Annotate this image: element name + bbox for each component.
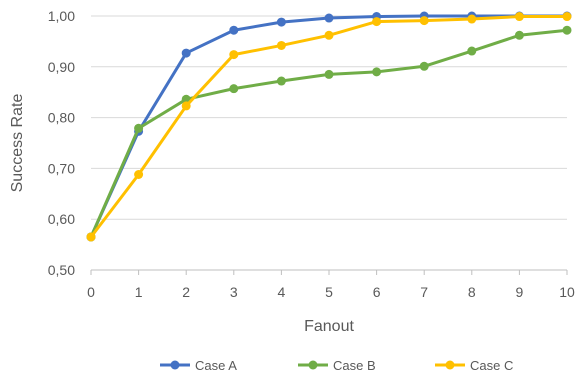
x-tick-label: 5 bbox=[325, 284, 333, 300]
legend: Case A Case B Case C bbox=[160, 358, 513, 373]
data-point bbox=[372, 17, 382, 27]
y-axis-title: Success Rate bbox=[9, 94, 26, 193]
y-tick-label: 0,70 bbox=[48, 160, 75, 176]
x-tick-label: 7 bbox=[420, 284, 428, 300]
data-point bbox=[229, 50, 239, 60]
x-tick-label: 9 bbox=[516, 284, 524, 300]
data-point bbox=[276, 76, 286, 86]
x-tick-label: 4 bbox=[278, 284, 286, 300]
data-point bbox=[324, 30, 334, 40]
x-tick-label: 8 bbox=[468, 284, 476, 300]
legend-item: Case B bbox=[298, 358, 376, 373]
y-tick-label: 1,00 bbox=[48, 8, 75, 24]
data-point bbox=[276, 40, 286, 50]
gridlines bbox=[91, 15, 567, 220]
legend-label: Case C bbox=[470, 358, 513, 373]
series-case-c bbox=[86, 12, 572, 242]
legend-marker bbox=[170, 360, 180, 370]
data-point bbox=[181, 48, 191, 58]
y-tick-label: 0,60 bbox=[48, 211, 75, 227]
data-point bbox=[372, 67, 382, 77]
data-point bbox=[467, 46, 477, 56]
data-point bbox=[181, 101, 191, 111]
data-point bbox=[324, 13, 334, 23]
data-point bbox=[229, 25, 239, 35]
y-tick-label: 0,90 bbox=[48, 59, 75, 75]
x-axis-title: Fanout bbox=[304, 318, 354, 335]
data-point bbox=[514, 30, 524, 40]
data-point bbox=[562, 12, 572, 22]
series-case-b bbox=[86, 25, 572, 242]
data-point bbox=[229, 84, 239, 94]
data-point bbox=[419, 61, 429, 71]
y-tick-label: 0,50 bbox=[48, 262, 75, 278]
data-point bbox=[562, 25, 572, 35]
legend-item: Case A bbox=[160, 358, 237, 373]
data-point bbox=[134, 123, 144, 133]
legend-item: Case C bbox=[435, 358, 513, 373]
x-tick-label: 3 bbox=[230, 284, 238, 300]
series-lines bbox=[86, 11, 572, 242]
data-point bbox=[324, 69, 334, 79]
x-tick-label: 10 bbox=[559, 284, 575, 300]
series-line bbox=[89, 28, 568, 238]
series-case-a bbox=[86, 11, 572, 242]
data-point bbox=[419, 16, 429, 26]
data-point bbox=[467, 14, 477, 24]
x-tick-label: 2 bbox=[182, 284, 190, 300]
series-line bbox=[89, 15, 567, 238]
x-tick-label: 6 bbox=[373, 284, 381, 300]
data-point bbox=[134, 169, 144, 179]
x-tick-label: 0 bbox=[87, 284, 95, 300]
y-tick-label: 0,80 bbox=[48, 110, 75, 126]
legend-marker bbox=[445, 360, 455, 370]
series-line bbox=[89, 14, 567, 238]
tick-labels: 0,50 0,60 0,70 0,80 0,90 1,00 0 1 2 3 4 5 6 7 8 9 10 bbox=[48, 8, 575, 300]
axes bbox=[90, 269, 568, 275]
legend-marker bbox=[308, 360, 318, 370]
data-point bbox=[276, 17, 286, 27]
data-point bbox=[514, 12, 524, 22]
legend-label: Case A bbox=[195, 358, 237, 373]
x-tick-label: 1 bbox=[135, 284, 143, 300]
legend-label: Case B bbox=[333, 358, 376, 373]
data-point bbox=[86, 232, 96, 242]
